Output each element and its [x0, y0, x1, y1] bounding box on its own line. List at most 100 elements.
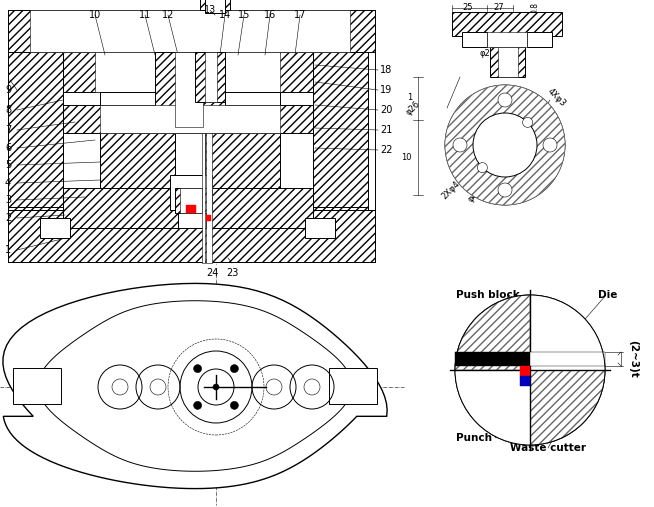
Bar — [8, 207, 63, 255]
Text: 15: 15 — [238, 10, 250, 20]
Bar — [455, 352, 530, 366]
Bar — [205, 188, 313, 228]
Text: 4: 4 — [5, 178, 11, 188]
Text: 1: 1 — [407, 93, 412, 102]
Bar — [8, 52, 63, 207]
Text: 0.8: 0.8 — [530, 2, 539, 14]
Text: 20: 20 — [380, 105, 392, 115]
Bar — [490, 47, 525, 77]
Bar — [313, 52, 368, 207]
Text: 4: 4 — [546, 140, 551, 150]
Circle shape — [498, 93, 512, 107]
Text: 1: 1 — [5, 245, 11, 255]
Circle shape — [477, 163, 487, 172]
Text: 22: 22 — [380, 145, 392, 155]
Circle shape — [453, 138, 467, 152]
Text: 2Xφ4: 2Xφ4 — [440, 179, 462, 201]
Bar — [175, 188, 208, 213]
Text: Push block: Push block — [456, 290, 520, 300]
Text: 3: 3 — [5, 195, 11, 205]
Wedge shape — [445, 85, 565, 205]
Bar — [100, 92, 280, 147]
Bar — [178, 188, 206, 228]
Bar — [313, 207, 368, 255]
Wedge shape — [530, 370, 605, 445]
Circle shape — [230, 402, 239, 409]
Bar — [175, 133, 205, 188]
Bar — [8, 210, 375, 262]
Text: Die: Die — [598, 290, 617, 300]
Bar — [205, 0, 225, 13]
Text: 6: 6 — [5, 143, 11, 153]
Bar — [155, 52, 225, 127]
Bar — [30, 10, 350, 52]
Bar — [329, 368, 377, 404]
Bar — [8, 10, 375, 262]
Circle shape — [213, 384, 219, 390]
Text: 25: 25 — [463, 4, 473, 13]
Circle shape — [445, 85, 565, 205]
Bar — [195, 52, 225, 102]
Polygon shape — [3, 283, 387, 489]
Bar — [8, 210, 375, 262]
Text: 7: 7 — [5, 125, 11, 135]
Text: 16: 16 — [264, 10, 276, 20]
Bar — [205, 133, 280, 188]
Circle shape — [473, 113, 537, 177]
Bar — [63, 52, 313, 92]
Text: 8: 8 — [5, 105, 11, 115]
Bar — [498, 47, 518, 77]
Bar — [100, 133, 175, 188]
Wedge shape — [530, 295, 605, 370]
Bar — [520, 376, 530, 386]
Bar — [200, 0, 230, 10]
Text: 24: 24 — [206, 268, 218, 278]
Circle shape — [455, 295, 605, 445]
Bar — [8, 10, 375, 52]
Circle shape — [498, 183, 512, 197]
Circle shape — [194, 402, 201, 409]
Text: 23: 23 — [226, 268, 238, 278]
Text: 18: 18 — [380, 65, 392, 75]
Bar — [100, 105, 280, 133]
Bar — [527, 32, 552, 47]
Bar — [63, 105, 313, 133]
Text: (2~3)t: (2~3)t — [628, 340, 638, 378]
Text: 10: 10 — [89, 10, 101, 20]
Bar — [40, 218, 70, 238]
Text: 9: 9 — [5, 85, 11, 95]
Bar — [487, 32, 527, 47]
Bar — [186, 205, 196, 213]
Bar — [452, 12, 562, 36]
Bar — [175, 52, 203, 127]
Text: 10: 10 — [402, 153, 412, 162]
Polygon shape — [38, 301, 353, 472]
Text: 21: 21 — [380, 125, 392, 135]
Text: φ2: φ2 — [480, 49, 490, 57]
Text: 11: 11 — [139, 10, 151, 20]
Bar — [170, 175, 212, 210]
Bar — [63, 188, 178, 228]
Text: φ26: φ26 — [404, 99, 422, 117]
Text: 17: 17 — [294, 10, 306, 20]
Text: Waste cutter: Waste cutter — [510, 443, 586, 453]
Bar — [202, 133, 205, 263]
Bar — [520, 366, 530, 376]
Text: 14: 14 — [219, 10, 231, 20]
Circle shape — [523, 118, 532, 127]
Bar — [206, 133, 212, 263]
Circle shape — [230, 365, 239, 373]
Text: 5: 5 — [5, 160, 11, 170]
Bar — [206, 215, 211, 221]
Bar — [180, 188, 202, 213]
Circle shape — [543, 138, 557, 152]
Bar — [305, 218, 335, 238]
Text: 27: 27 — [494, 4, 504, 13]
Circle shape — [194, 365, 201, 373]
Bar — [205, 52, 217, 102]
Bar — [13, 368, 61, 404]
Bar — [95, 52, 280, 92]
Text: φ8: φ8 — [546, 156, 557, 164]
Text: 12: 12 — [162, 10, 174, 20]
Bar — [462, 32, 487, 47]
